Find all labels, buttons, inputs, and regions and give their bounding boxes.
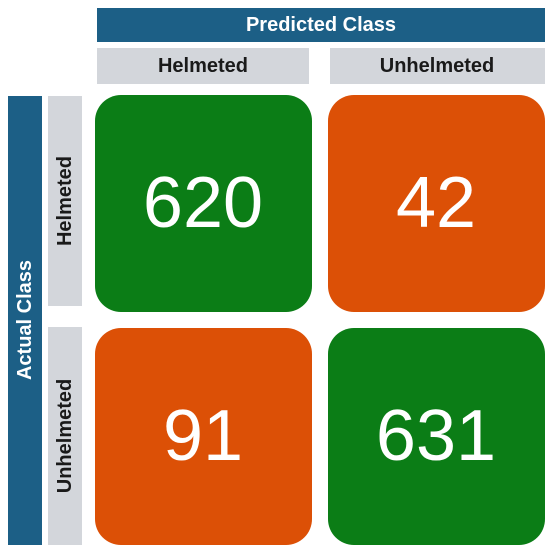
predicted-title: Predicted Class xyxy=(246,14,396,36)
row-header xyxy=(48,327,82,545)
cell xyxy=(328,95,545,312)
row-label: Helmeted xyxy=(54,156,76,246)
column-header xyxy=(97,48,309,84)
column-label: Unhelmeted xyxy=(380,55,494,77)
actual-title: Actual Class xyxy=(14,260,36,380)
column-header xyxy=(330,48,545,84)
predicted-bar xyxy=(97,8,545,42)
cell-value: 91 xyxy=(163,396,243,476)
cell xyxy=(95,328,312,545)
cell xyxy=(328,328,545,545)
column-label: Helmeted xyxy=(158,55,248,77)
cell-value: 42 xyxy=(396,163,476,243)
row-header xyxy=(48,96,82,306)
cell-value: 620 xyxy=(143,163,263,243)
cell-value: 631 xyxy=(376,396,496,476)
cell xyxy=(95,95,312,312)
actual-bar xyxy=(8,96,42,545)
row-label: Unhelmeted xyxy=(54,379,76,493)
